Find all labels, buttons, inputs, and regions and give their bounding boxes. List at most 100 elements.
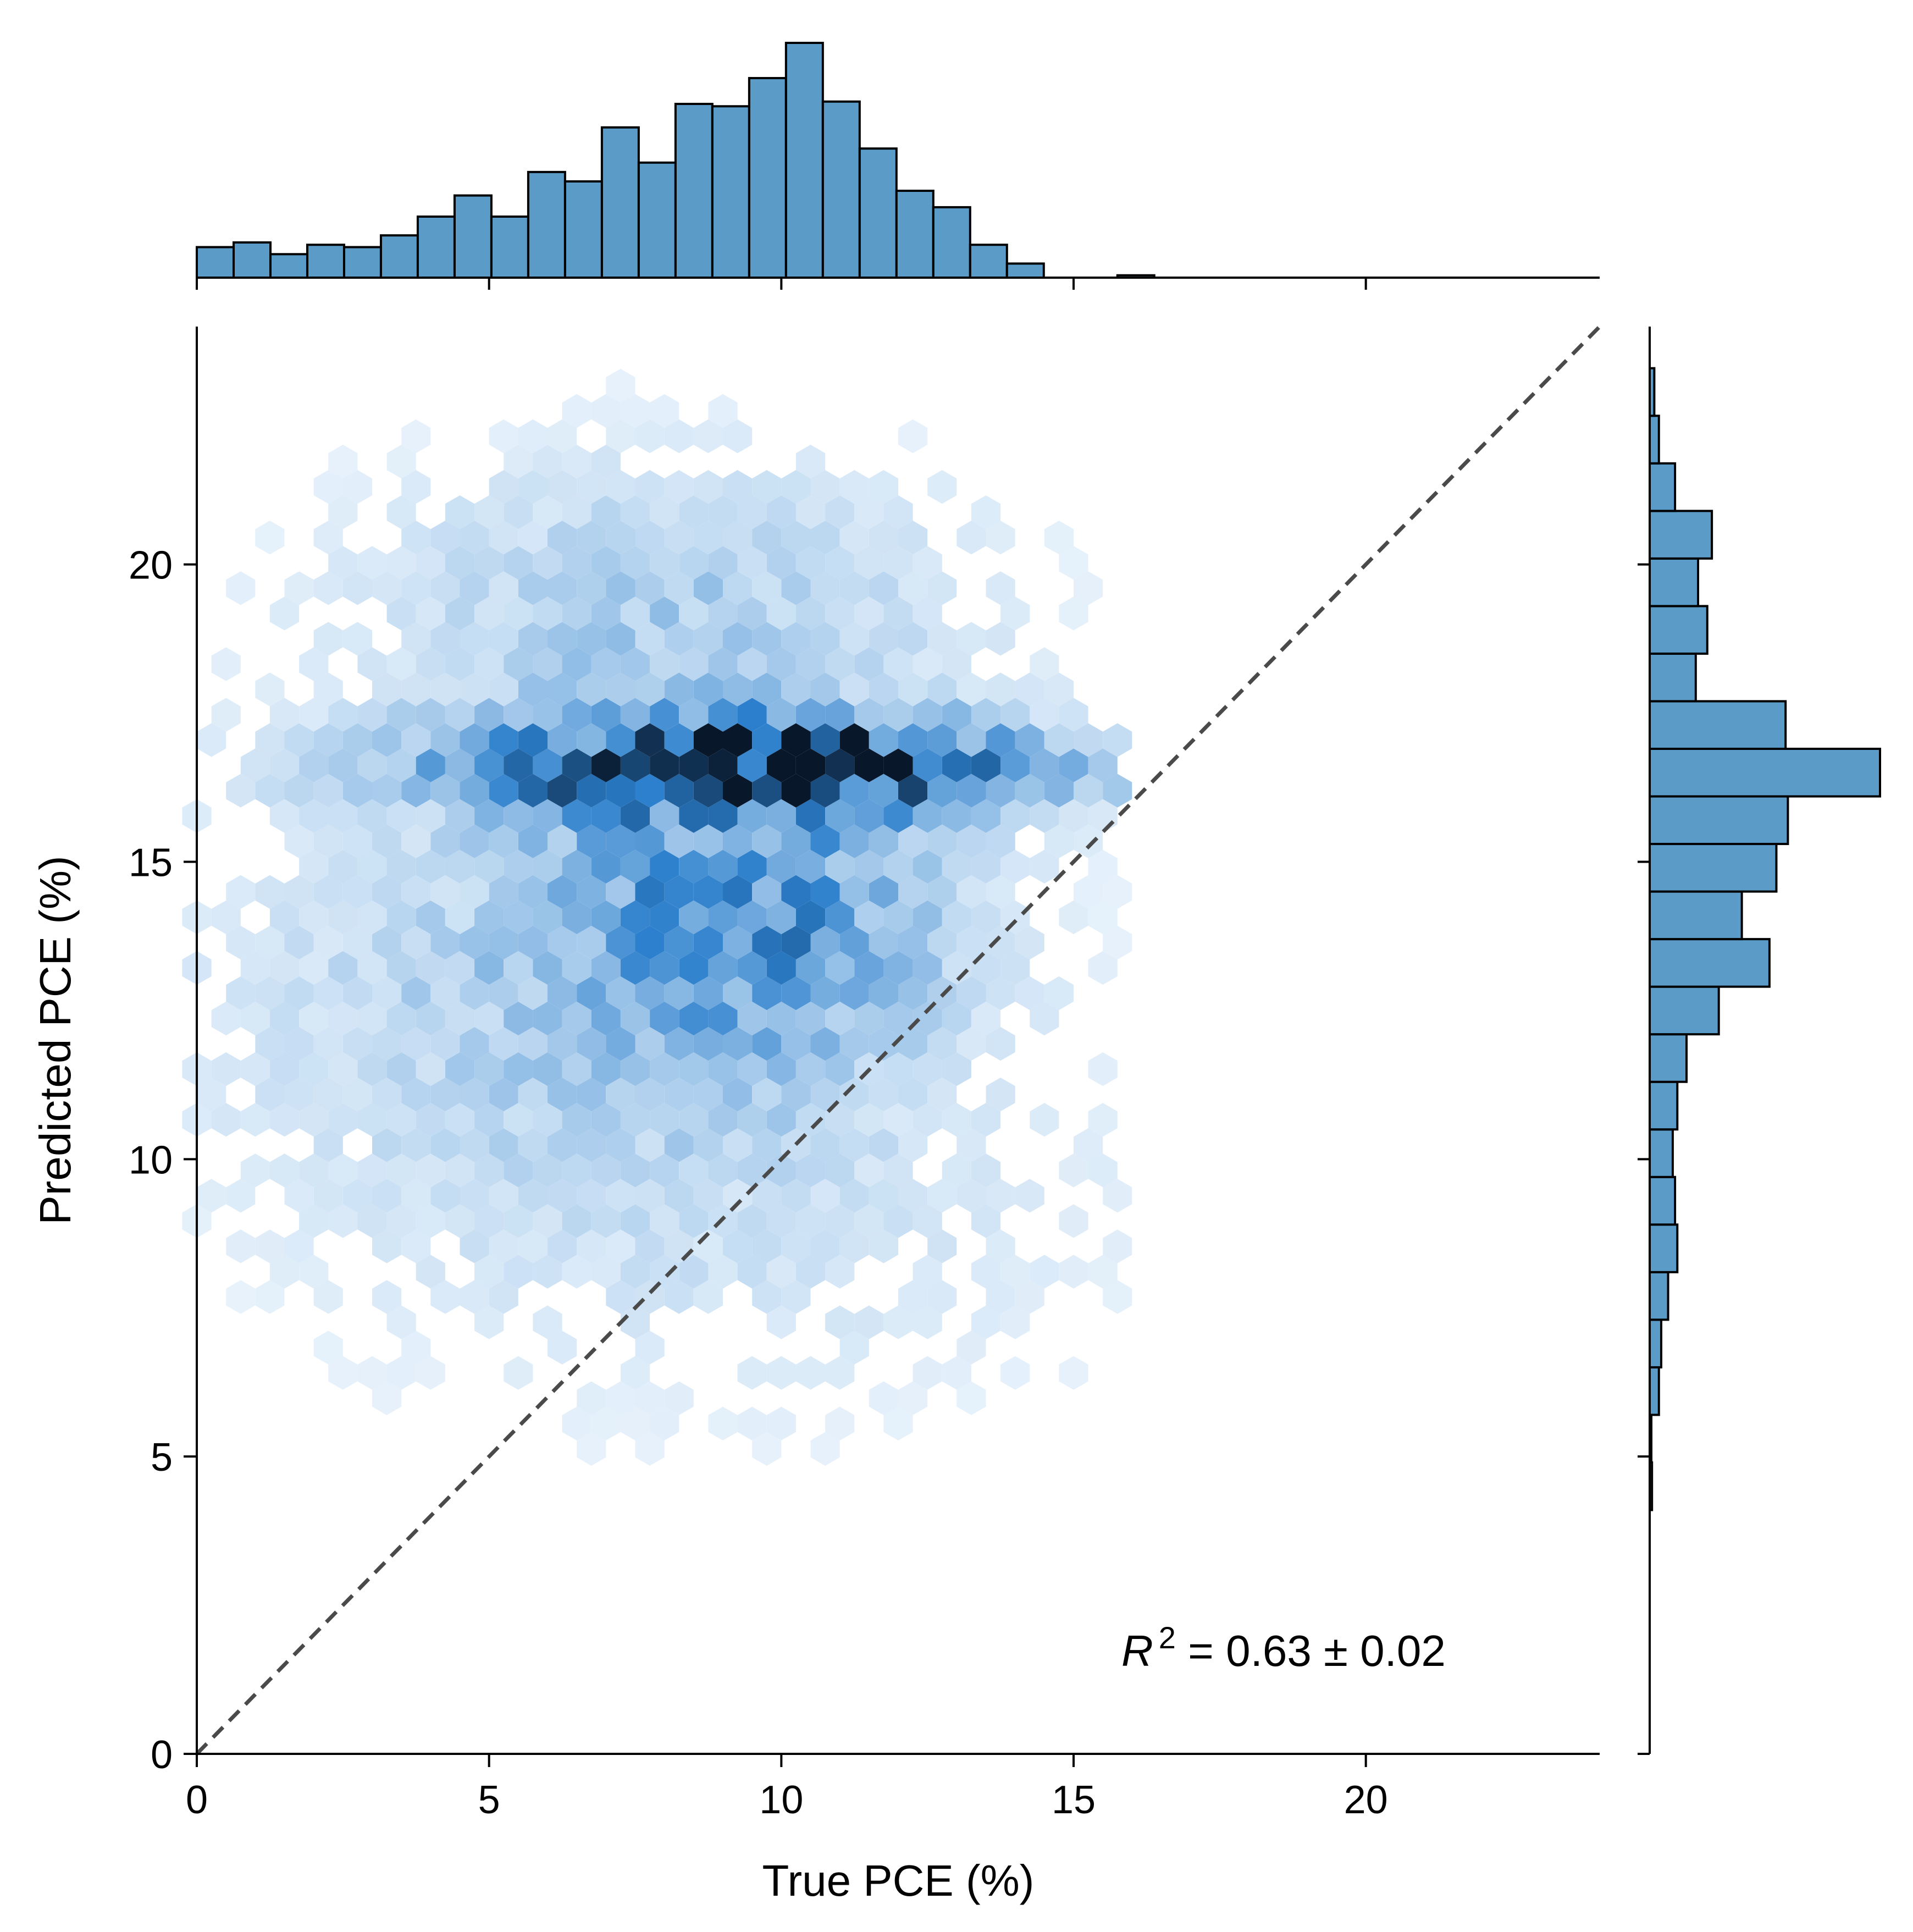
hexbin-cell xyxy=(825,951,855,985)
hexbin-cell xyxy=(854,1204,884,1238)
hexbin-cell xyxy=(328,1103,358,1137)
hexbin-cell xyxy=(430,1026,460,1061)
hexbin-cell xyxy=(781,1078,811,1112)
hexbin-cell xyxy=(401,521,431,555)
hexbin-cell xyxy=(1059,698,1088,732)
hexbin-cell xyxy=(518,521,548,555)
hexbin-cell xyxy=(839,1229,869,1263)
hexbin-cell xyxy=(240,1153,270,1188)
hexbin-cell xyxy=(942,698,971,732)
hexbin-cell xyxy=(825,698,855,732)
hexbin-cell xyxy=(957,672,986,706)
hexbin-cell xyxy=(723,1179,753,1213)
hexbin-cell xyxy=(737,1052,767,1086)
hexbin-cell xyxy=(1015,976,1044,1011)
hexbin-cell xyxy=(664,824,694,858)
hexbin-cell xyxy=(562,495,591,529)
hexbin-cell xyxy=(299,799,329,833)
hexbin-cell xyxy=(927,622,957,656)
top-hist-bar xyxy=(563,180,603,279)
hexbin-cell xyxy=(986,976,1015,1011)
hexbin-cell xyxy=(679,495,709,529)
hexbin-cell xyxy=(430,571,460,605)
hexbin-cell xyxy=(211,1052,241,1086)
hexbin-cell xyxy=(386,799,416,833)
hexbin-cell xyxy=(957,622,986,656)
hexbin-cell xyxy=(957,1331,986,1365)
top-hist-bar xyxy=(858,147,898,279)
hexbin-cell xyxy=(562,1255,591,1289)
hexbin-cell xyxy=(255,1026,285,1061)
hexbin-cell xyxy=(781,976,811,1011)
hexbin-cell xyxy=(299,748,329,782)
hexbin-cell xyxy=(328,495,358,529)
hexbin-cell xyxy=(723,976,753,1011)
hexbin-cell xyxy=(1059,1255,1088,1289)
hexbin-cell xyxy=(927,1026,957,1061)
hexbin-cell xyxy=(548,925,577,960)
hexbin-cell xyxy=(839,774,869,808)
hexbin-cell xyxy=(518,1229,548,1263)
top-hist-bar xyxy=(674,103,714,279)
hexbin-cell xyxy=(898,774,928,808)
hexbin-cell xyxy=(869,1229,898,1263)
hexbin-cell xyxy=(548,1026,577,1061)
hexbin-cell xyxy=(357,748,387,782)
hexbin-cell xyxy=(927,723,957,757)
hexbin-cell xyxy=(986,571,1015,605)
hexbin-cell xyxy=(606,622,635,656)
hexbin-cell xyxy=(1074,774,1103,808)
hexbin-cell xyxy=(635,470,665,504)
hexbin-cell xyxy=(664,470,694,504)
hexbin-cell xyxy=(942,647,971,681)
hexbin-cell xyxy=(708,1406,738,1440)
hexbin-cell xyxy=(255,1078,285,1112)
hexbin-cell xyxy=(693,1026,723,1061)
hexbin-cell xyxy=(913,698,942,732)
hexbin-cell xyxy=(518,875,548,909)
hexbin-cell xyxy=(795,444,826,479)
hexbin-cell xyxy=(942,951,971,985)
hexbin-cell xyxy=(708,698,738,732)
hexbin-cell xyxy=(810,976,840,1011)
hexbin-cell xyxy=(518,1179,548,1213)
hexbin-cell xyxy=(577,1432,606,1466)
hexbin-cell xyxy=(752,470,782,504)
hexbin-cell xyxy=(1074,571,1103,605)
hexbin-cell xyxy=(299,698,329,732)
hexbin-cell xyxy=(1000,597,1030,631)
hexbin-cell xyxy=(533,1305,562,1339)
hexbin-cell xyxy=(372,1179,402,1213)
hexbin-cell xyxy=(401,1331,431,1365)
hexbin-cell xyxy=(577,1179,606,1213)
hexbin-cell xyxy=(869,521,898,555)
hexbin-cell xyxy=(766,698,796,732)
hexbin-cell xyxy=(795,1001,826,1036)
hexbin-cell xyxy=(810,622,840,656)
hexbin-cell xyxy=(883,546,913,580)
hexbin-cell xyxy=(898,1179,928,1213)
hexbin-cell xyxy=(401,824,431,858)
hexbin-cell xyxy=(650,698,679,732)
hexbin-cell xyxy=(284,925,314,960)
hexbin-cell xyxy=(693,571,723,605)
hexbin-cell xyxy=(650,1255,679,1289)
hexbin-cell xyxy=(854,1103,884,1137)
hexbin-cell xyxy=(489,1179,518,1213)
top-hist-bar xyxy=(748,77,787,279)
hexbin-cell xyxy=(927,824,957,858)
hexbin-cell xyxy=(518,1128,548,1162)
top-hist-bar xyxy=(269,253,308,279)
hexbin-cell xyxy=(766,1103,796,1137)
hexbin-cell xyxy=(693,622,723,656)
hexbin-cell xyxy=(342,976,372,1011)
hexbin-cell xyxy=(664,976,694,1011)
hexbin-cell xyxy=(606,1128,635,1162)
hexbin-cell xyxy=(269,1103,300,1137)
hexbin-cell xyxy=(957,1026,986,1061)
hexbin-cell xyxy=(328,444,358,479)
hexbin-cell xyxy=(533,951,562,985)
hexbin-cell xyxy=(825,1153,855,1188)
hexbin-cell xyxy=(313,1078,343,1112)
